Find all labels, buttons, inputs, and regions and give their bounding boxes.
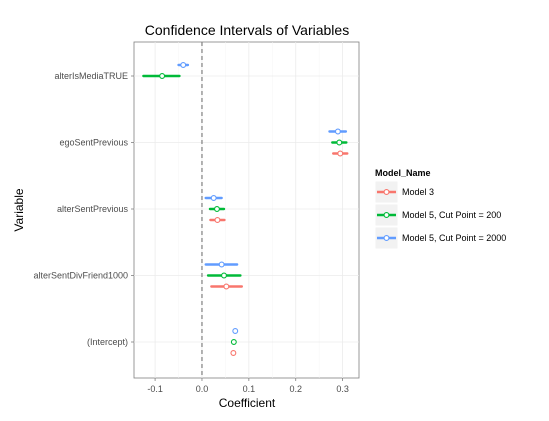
point-estimate	[336, 139, 343, 146]
legend-label: Model 5, Cut Point = 200	[402, 210, 501, 220]
x-tick-label: 0.1	[243, 384, 256, 394]
x-tick-label: -0.1	[147, 384, 163, 394]
y-tick-labels: alterIsMediaTRUE egoSentPrevious alterSent…	[33, 71, 134, 347]
grid-lines	[134, 42, 359, 378]
point-estimate	[210, 195, 217, 201]
y-axis-title: Variable	[12, 188, 26, 231]
y-tick-label: alterSentDivFriend1000	[33, 271, 128, 281]
interval-marks	[142, 62, 349, 356]
point-estimate	[218, 261, 225, 268]
legend-key-point	[383, 235, 390, 241]
point-estimate	[214, 217, 221, 223]
x-tick-label: 0.2	[289, 384, 302, 394]
point-estimate	[180, 62, 187, 68]
x-tick-label: 0.3	[336, 384, 349, 394]
point-estimate	[221, 272, 227, 279]
point-estimate	[337, 150, 344, 157]
x-tick-label: 0.0	[196, 384, 209, 394]
y-tick-label: egoSentPrevious	[59, 138, 128, 148]
point-estimate	[334, 128, 341, 135]
y-tick-label: alterSentPrevious	[57, 204, 129, 214]
legend-items: Model 3 Model 5, Cut Point = 200 Model 5, …	[374, 180, 506, 250]
x-axis-title: Coefficient	[219, 396, 276, 410]
point-estimate	[230, 350, 237, 356]
chart-title: Confidence Intervals of Variables	[145, 22, 349, 38]
point-estimate	[214, 206, 220, 212]
legend-key-point	[383, 189, 390, 195]
legend-key-point	[383, 212, 390, 218]
legend: Model_Name Model 3 Model 5, Cut Point = 2…	[374, 168, 506, 250]
y-tick-label: alterIsMediaTRUE	[54, 71, 128, 81]
y-tick-label: (Intercept)	[87, 337, 128, 347]
legend-label: Model 3	[402, 187, 434, 197]
point-estimate	[223, 283, 230, 290]
point-estimate	[230, 339, 237, 345]
x-tick-labels: -0.1 0.0 0.1 0.2 0.3	[147, 378, 349, 394]
point-estimate	[232, 328, 239, 334]
plot-panel	[133, 41, 360, 379]
point-estimate	[159, 73, 166, 79]
legend-label: Model 5, Cut Point = 2000	[402, 233, 506, 243]
legend-title: Model_Name	[375, 168, 431, 178]
